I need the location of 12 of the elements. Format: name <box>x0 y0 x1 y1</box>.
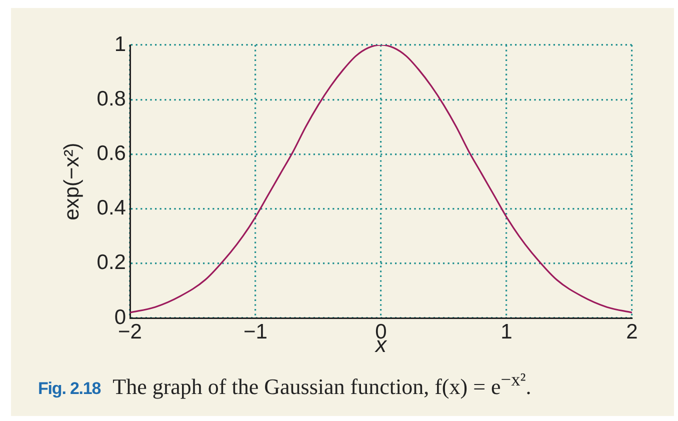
y-tick-label: 0.2 <box>96 251 126 274</box>
y-axis-title: exp(−x²) <box>60 142 84 220</box>
y-tick-label: 0.6 <box>96 142 126 165</box>
y-tick-label: 0.8 <box>96 87 126 110</box>
x-tick-label: 1 <box>500 320 512 344</box>
x-tick-label: 2 <box>626 320 638 344</box>
caption: Fig. 2.18 <box>38 379 101 398</box>
text: The graph of the Gaussian function, f(x) = e$^{−x²}$. <box>112 370 532 400</box>
x-tick-label: −1 <box>244 320 268 344</box>
y-tick-label: 1 <box>114 32 126 56</box>
line-series <box>130 45 632 314</box>
y-tick-label: 0.4 <box>96 196 126 220</box>
